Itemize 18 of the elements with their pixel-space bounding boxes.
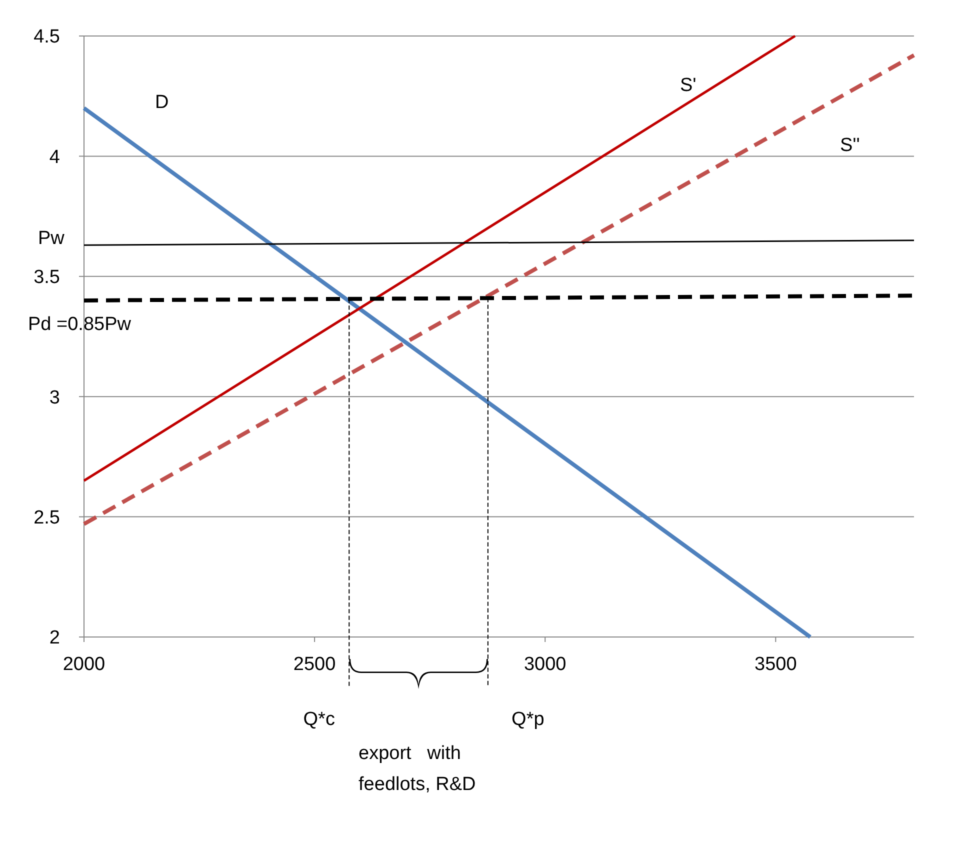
- y-tick-label: 4: [49, 146, 60, 168]
- y-tick-label: 3.5: [34, 267, 60, 288]
- text: export with feedlots, R&D: [358, 743, 476, 795]
- y-tick-label: 2: [49, 628, 60, 649]
- x-tick-label: 3500: [754, 654, 797, 675]
- series-label: Pd =0.85Pw: [28, 314, 132, 335]
- ref-line-label: Q*c: [303, 709, 335, 730]
- series-label: Pw: [38, 228, 65, 249]
- y-tick-label: 2.5: [34, 507, 60, 528]
- ref-line-label: Q*p: [512, 709, 544, 730]
- series-label: S': [680, 75, 696, 96]
- y-tick-label: 4.5: [34, 26, 60, 48]
- y-tick-label: 3: [49, 387, 60, 408]
- series-label: S'': [840, 135, 860, 156]
- x-tick-label: 2000: [62, 654, 106, 675]
- x-tick-label: 3000: [524, 654, 566, 675]
- x-tick-label: 2500: [293, 654, 336, 675]
- series-label: D: [155, 92, 169, 113]
